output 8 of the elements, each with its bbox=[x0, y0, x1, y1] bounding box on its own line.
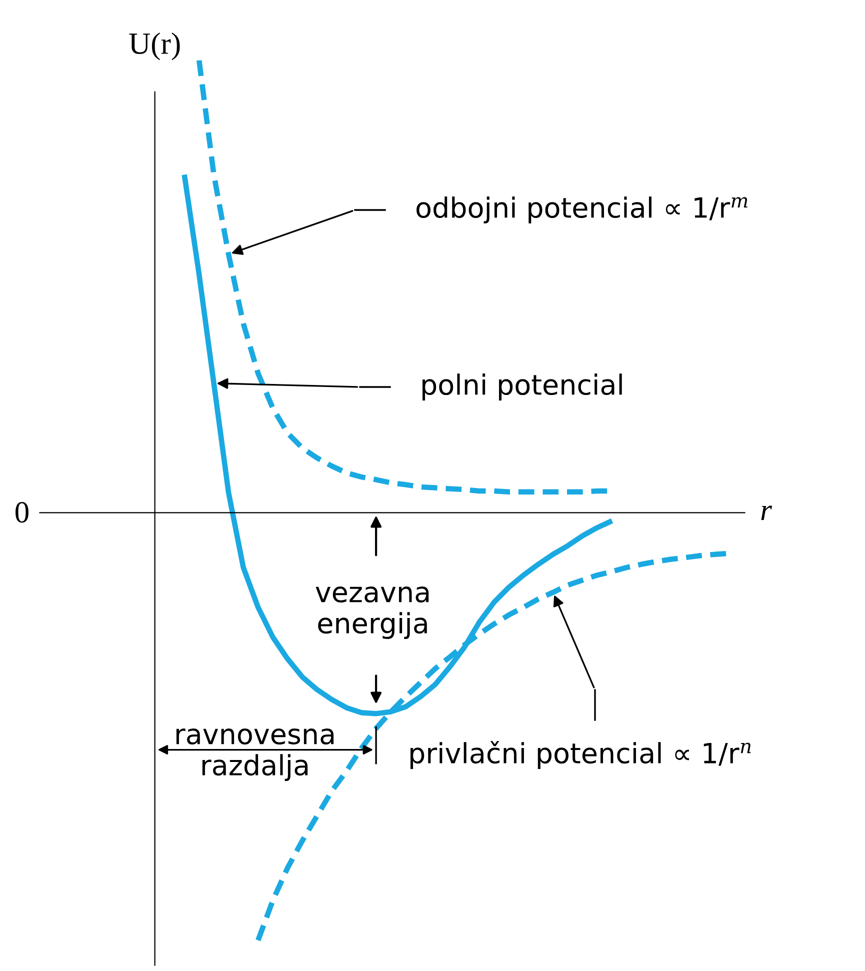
annotation: vezavna energija bbox=[316, 586, 429, 639]
y-axis-title: U(r) bbox=[129, 32, 180, 60]
text: 0 bbox=[16, 502, 28, 523]
annotation: odbojni potencial ∝ 1/r$^{m}$ bbox=[416, 196, 748, 224]
annotation: ravnovesna razdalja bbox=[176, 728, 334, 781]
x-axis-title: r bbox=[761, 506, 772, 520]
annotation: privlačni potencial ∝ 1/r$^{n}$ bbox=[410, 740, 751, 769]
annotation: polni potencial bbox=[422, 374, 622, 400]
